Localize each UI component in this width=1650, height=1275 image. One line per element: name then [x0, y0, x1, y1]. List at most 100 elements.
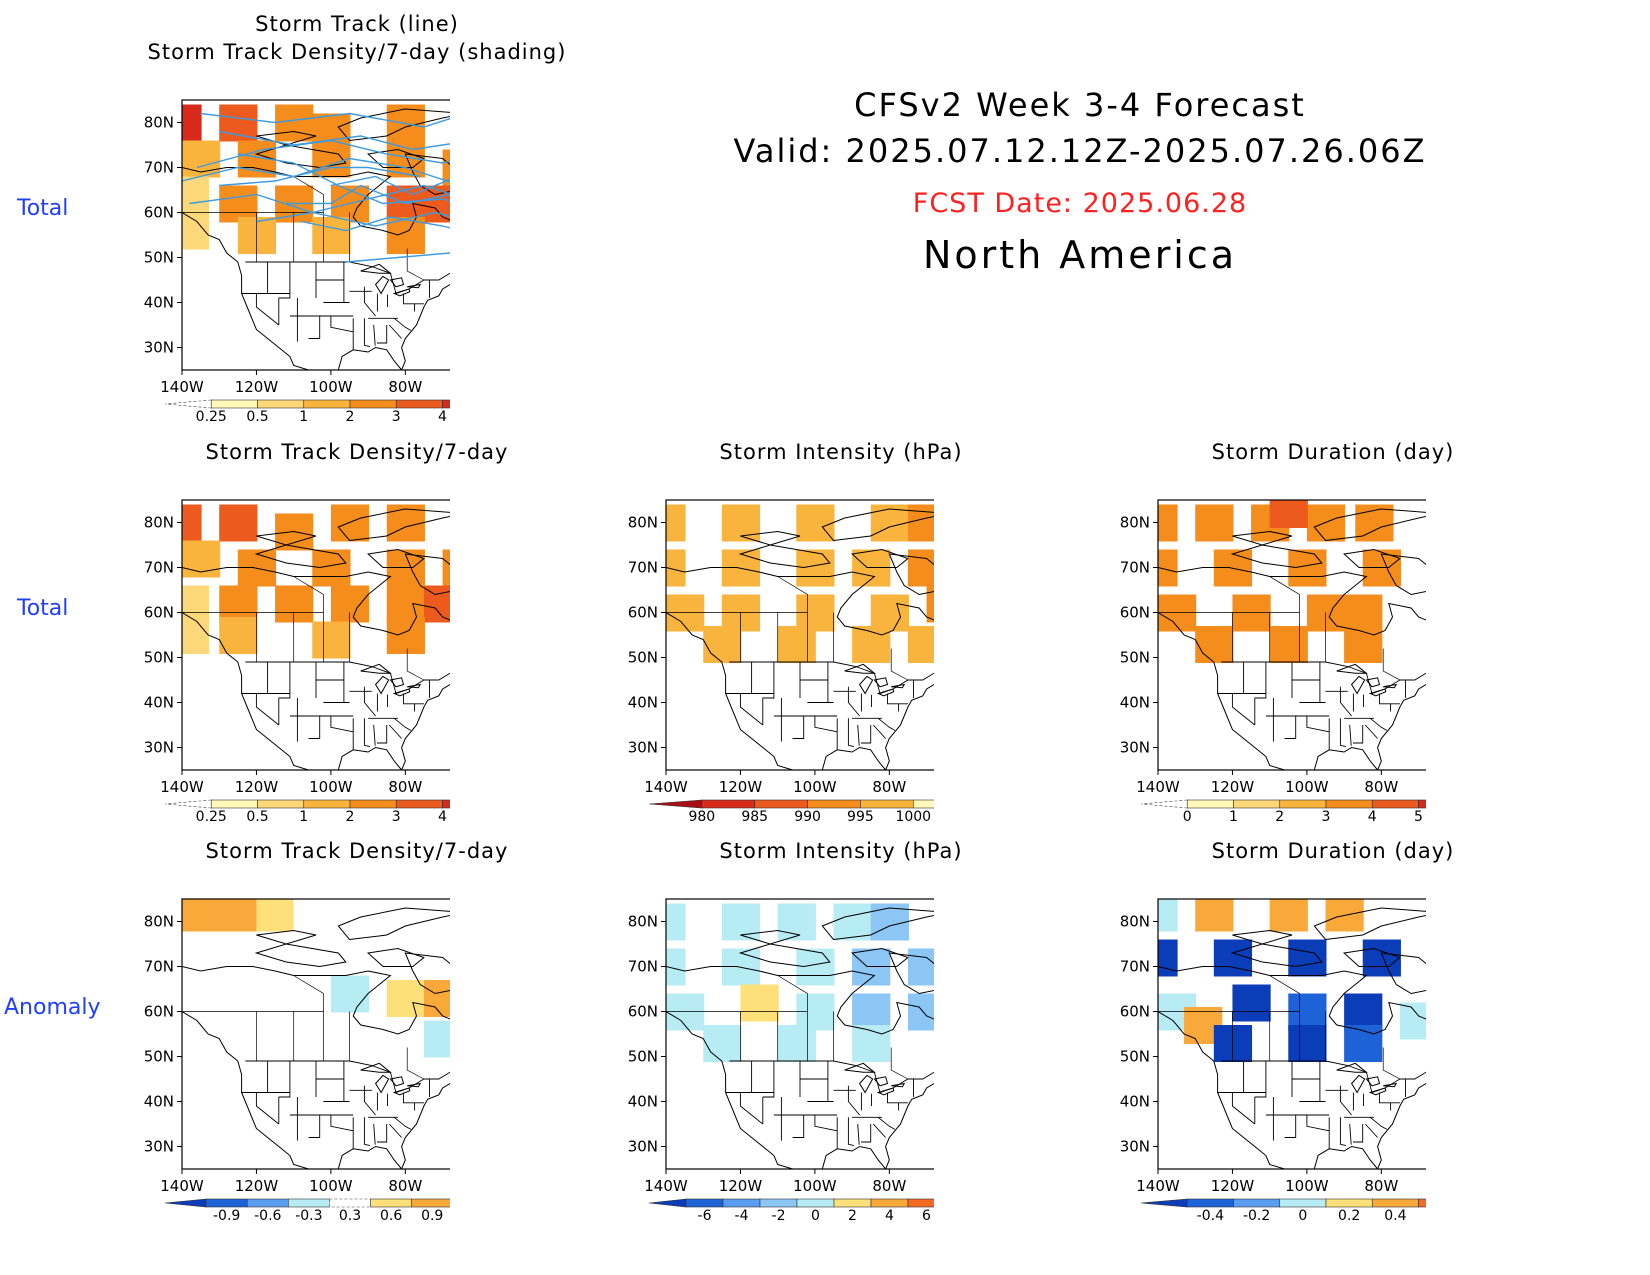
island-outline: [1313, 907, 1426, 941]
island-outline: [738, 544, 831, 569]
shading-cell: [1158, 549, 1178, 587]
shading-cell: [1232, 594, 1271, 632]
shading-cell: [777, 1025, 816, 1062]
storm-tracks: [182, 112, 450, 263]
border-line: [792, 716, 805, 739]
panel-title: Storm Intensity (hPa): [719, 440, 963, 464]
border-line: [377, 1124, 388, 1143]
colorbar-swatch: [1371, 799, 1419, 809]
border-line: [1284, 716, 1297, 739]
island-outline: [1230, 943, 1323, 968]
border-line: [1349, 724, 1352, 746]
lake-outline: [858, 675, 874, 695]
shading-cell: [275, 104, 314, 142]
border-line: [255, 1092, 280, 1125]
colorbar-end: [1140, 1198, 1188, 1208]
border-line: [330, 1115, 354, 1132]
colorbar-label: 4: [885, 1208, 894, 1224]
border-line: [847, 718, 855, 748]
shading-cell: [386, 504, 425, 542]
border-line: [373, 1123, 376, 1145]
plot-area: [182, 899, 450, 1169]
colorbar-swatch: [1233, 799, 1281, 809]
x-tick-label: 80W: [872, 778, 906, 796]
shading-cell: [237, 217, 277, 254]
chart-intensity-total: 80N70N60N50N40N30N140W120W100W80W60W9809…: [628, 499, 934, 825]
y-tick-label: 70N: [144, 559, 174, 577]
y-tick-label: 80N: [144, 913, 174, 931]
y-tick-label: 50N: [628, 1048, 658, 1066]
shading-cell: [1232, 984, 1271, 1022]
colorbar-end: [164, 399, 212, 409]
colorbar-swatch: [685, 1198, 724, 1208]
shading-cell: [293, 899, 332, 932]
border-line: [1349, 1123, 1352, 1145]
border-line: [1364, 724, 1378, 739]
y-tick-label: 30N: [628, 1138, 658, 1156]
coastline: [666, 966, 934, 1169]
border-line: [1254, 662, 1267, 699]
border-line: [255, 693, 280, 726]
shading-cell: [423, 980, 450, 1017]
province-line: [777, 576, 808, 613]
shading-cell: [1269, 899, 1308, 932]
shading-cell: [275, 585, 314, 623]
colorbar-end: [164, 799, 212, 809]
x-tick-label: 100W: [1285, 778, 1329, 796]
colorbar-swatch: [1186, 799, 1234, 809]
shading-cell: [312, 939, 351, 977]
shading-cell: [907, 993, 934, 1031]
colorbar-label: 990: [794, 809, 821, 825]
y-tick-label: 30N: [144, 339, 174, 357]
shading-cell: [1195, 899, 1234, 932]
shading-cell: [870, 594, 909, 632]
border-line: [872, 1123, 886, 1138]
lake-outline: [389, 277, 405, 288]
plot-frame: [665, 499, 934, 771]
colorbar-swatch: [1233, 1198, 1281, 1208]
chart-density-total: 80N70N60N50N40N30N140W120W100W80W60W0.25…: [144, 499, 450, 825]
colorbar: 0 1 2 3 4 5: [1140, 799, 1426, 825]
shading-cell: [796, 948, 835, 986]
header-region: North America: [922, 233, 1238, 277]
shading-layer: [1158, 500, 1401, 663]
border-line: [762, 662, 775, 699]
shading-cell: [721, 903, 761, 941]
y-tick-label: 60N: [1120, 1003, 1150, 1021]
colorbar-label: -6: [698, 1208, 712, 1224]
colorbar-label: 0.5: [246, 409, 268, 425]
shading-cell: [330, 975, 370, 1013]
lake-outline: [873, 677, 889, 688]
colorbar-swatch: [907, 1198, 934, 1208]
border-line: [330, 716, 354, 733]
island-outline: [888, 952, 934, 995]
x-tick-label: 120W: [1211, 778, 1255, 796]
x-tick-label: 80W: [872, 1177, 906, 1195]
colorbar-swatch: [442, 399, 450, 409]
chart-density-anomaly: 80N70N60N50N40N30N140W120W100W80W60W-0.9…: [144, 898, 450, 1224]
shading-cell: [182, 540, 221, 578]
axes: 80N70N60N50N40N30N140W120W100W80W60W: [628, 514, 907, 797]
shading-cell: [442, 149, 450, 187]
plot-frame: [181, 99, 450, 371]
colorbar: -0.4 -0.2 0 0.2 0.4: [1140, 1198, 1426, 1224]
colorbar-swatch: [722, 1198, 761, 1208]
border-line: [363, 718, 371, 748]
colorbar-swatch: [833, 1198, 872, 1208]
y-tick-label: 80N: [1120, 514, 1150, 532]
chart-intensity-anomaly: 80N70N60N50N40N30N140W120W100W80W60W-6-4…: [628, 898, 934, 1224]
border-line: [857, 724, 860, 746]
shading-cell: [405, 939, 444, 977]
shading-cell: [870, 903, 909, 941]
border-line: [762, 1061, 775, 1098]
border-line: [739, 1092, 764, 1125]
shading-cell: [833, 903, 872, 941]
colorbar-swatch: [288, 1198, 330, 1208]
map-outlines: [182, 907, 450, 1169]
shading-cell: [907, 504, 934, 542]
colorbar-label: 3: [392, 809, 401, 825]
island-outline: [740, 530, 801, 546]
colorbar-swatch: [411, 1198, 450, 1208]
border-line: [377, 725, 388, 744]
y-tick-label: 30N: [1120, 739, 1150, 757]
